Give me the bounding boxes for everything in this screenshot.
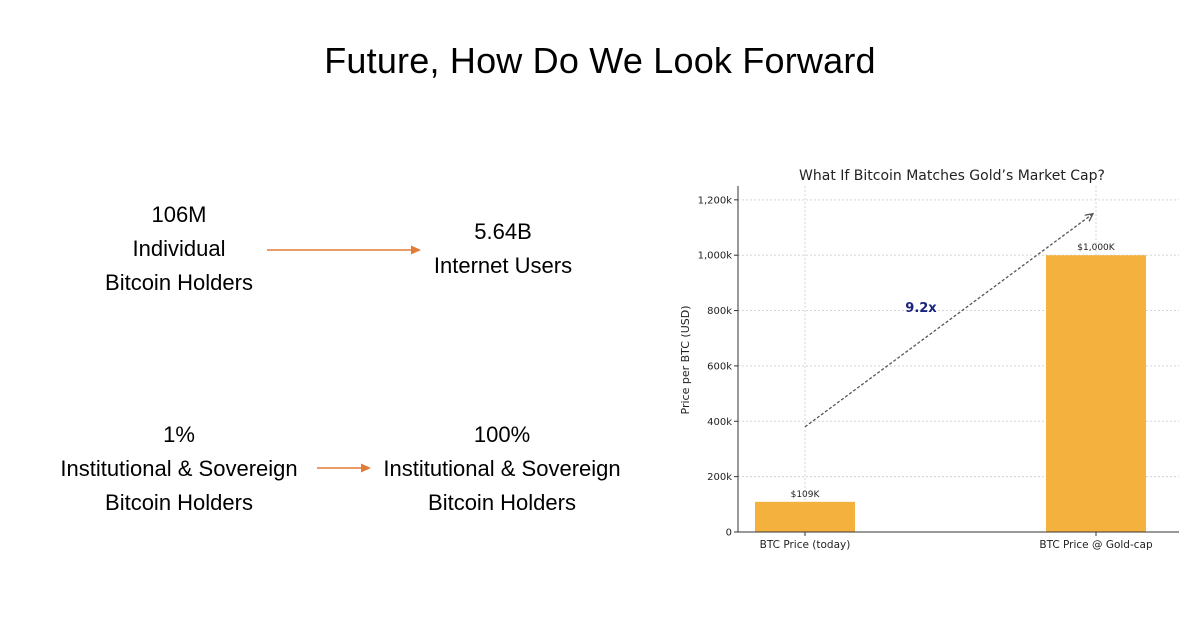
axes <box>734 186 1179 536</box>
stat-value: 106M <box>151 202 207 227</box>
y-tick-label: 0 <box>726 528 732 539</box>
stat-value: 1% <box>163 422 195 447</box>
bar <box>1046 255 1146 532</box>
y-tick-label: 1,200k <box>698 195 733 206</box>
stat-institutional-holders-future: 100% Institutional & Sovereign Bitcoin H… <box>362 418 642 520</box>
y-tick-label: 200k <box>707 472 732 483</box>
y-tick-label: 400k <box>707 417 732 428</box>
stat-value: 5.64B <box>474 219 532 244</box>
stat-label-line: Institutional & Sovereign <box>383 456 621 481</box>
stat-label-line: Individual <box>132 236 226 261</box>
x-tick-label: BTC Price (today) <box>760 539 851 551</box>
arrow-right-icon <box>267 245 421 255</box>
y-tick-label: 800k <box>707 306 732 317</box>
bar <box>755 501 855 532</box>
arrow-right-icon <box>317 463 371 473</box>
bar-data-label: $1,000K <box>1077 243 1115 253</box>
page-title: Future, How Do We Look Forward <box>324 40 876 81</box>
stat-label-line: Bitcoin Holders <box>105 490 253 515</box>
growth-multiplier-label: 9.2x <box>905 301 937 316</box>
stat-label-line: Bitcoin Holders <box>105 270 253 295</box>
stat-label-line: Bitcoin Holders <box>428 490 576 515</box>
bars <box>755 255 1146 532</box>
stat-value: 100% <box>473 422 531 447</box>
stat-label-line: Internet Users <box>433 253 573 278</box>
stat-individual-holders: 106M Individual Bitcoin Holders <box>79 198 279 300</box>
y-axis-label: Price per BTC (USD) <box>679 306 692 415</box>
chart-title: What If Bitcoin Matches Gold’s Market Ca… <box>799 168 1105 184</box>
bar-chart: What If Bitcoin Matches Gold’s Market Ca… <box>679 168 1179 551</box>
y-tick-label: 600k <box>707 361 732 372</box>
stat-internet-users: 5.64B Internet Users <box>403 215 603 283</box>
y-tick-label: 1,000k <box>698 251 733 262</box>
stat-label-line: Institutional & Sovereign <box>60 456 298 481</box>
bar-data-label: $109K <box>791 490 821 500</box>
x-tick-label: BTC Price @ Gold-cap <box>1039 539 1153 551</box>
stat-institutional-holders-now: 1% Institutional & Sovereign Bitcoin Hol… <box>39 418 319 520</box>
labels: 0 200k 400k 600k 800k 1,000k 1,200k $109K BTC Pr… <box>698 195 1153 551</box>
